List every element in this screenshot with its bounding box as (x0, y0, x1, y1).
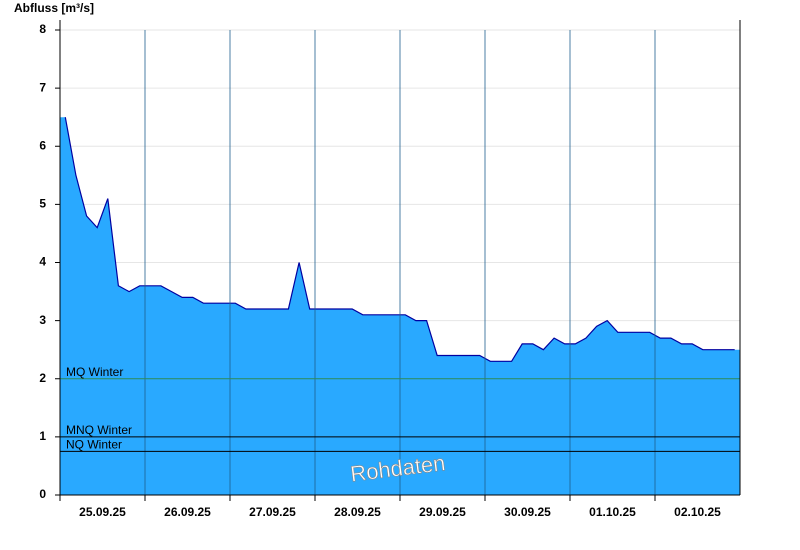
y-tick-label: 3 (39, 313, 46, 327)
x-tick-label: 30.09.25 (504, 505, 551, 519)
y-axis-label: Abfluss [m³/s] (14, 1, 94, 15)
y-tick-label: 0 (39, 487, 46, 501)
x-tick-label: 02.10.25 (674, 505, 721, 519)
reference-label: MQ Winter (66, 365, 123, 379)
x-tick-label: 26.09.25 (164, 505, 211, 519)
y-tick-label: 5 (39, 197, 46, 211)
y-tick-label: 2 (39, 371, 46, 385)
reference-label: NQ Winter (66, 438, 122, 452)
y-tick-label: 7 (39, 80, 46, 94)
x-tick-label: 29.09.25 (419, 505, 466, 519)
y-tick-label: 6 (39, 138, 46, 152)
reference-label: MNQ Winter (66, 423, 132, 437)
x-tick-label: 27.09.25 (249, 505, 296, 519)
y-tick-label: 8 (39, 22, 46, 36)
x-tick-label: 28.09.25 (334, 505, 381, 519)
x-tick-label: 25.09.25 (79, 505, 126, 519)
x-tick-label: 01.10.25 (589, 505, 636, 519)
y-tick-label: 4 (39, 255, 46, 269)
y-tick-label: 1 (39, 429, 46, 443)
